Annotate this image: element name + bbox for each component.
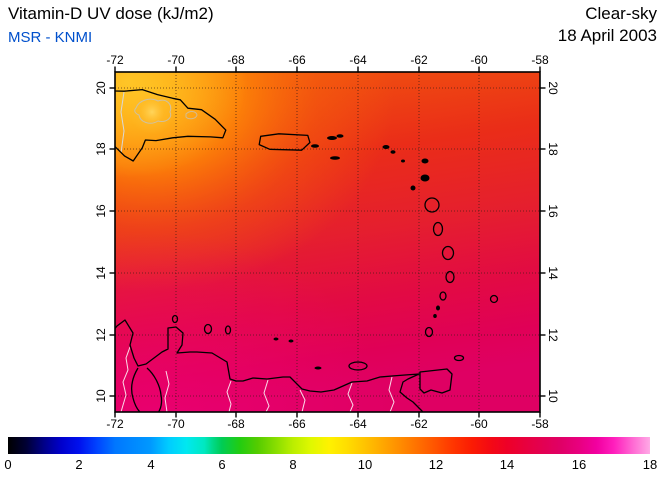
lon-tick-label-bottom: -70 (167, 417, 185, 431)
island-margarita (348, 361, 368, 371)
island-martinique (441, 245, 455, 261)
island-barbados (489, 294, 499, 304)
lat-tick-label-left: 16 (94, 204, 108, 218)
colorbar-tick-label: 2 (75, 457, 83, 472)
colorbar-gradient (8, 437, 650, 454)
colorbar-tick-label: 8 (289, 457, 297, 472)
lon-tick-label-top: -60 (470, 53, 488, 67)
lon-tick-label-bottom: -60 (470, 417, 488, 431)
lon-tick-label-bottom: -66 (288, 417, 306, 431)
lat-tick-label-right: 10 (546, 389, 560, 403)
lon-tick-label-top: -58 (531, 53, 549, 67)
lat-tick-label-left: 12 (94, 328, 108, 342)
lon-tick-label-top: -70 (167, 53, 185, 67)
colorbar-tick-label: 10 (357, 457, 373, 472)
lon-tick-label-bottom: -64 (349, 417, 367, 431)
lon-tick-label-top: -62 (410, 53, 428, 67)
lat-tick-label-left: 14 (94, 266, 108, 280)
page-title: Vitamin-D UV dose (kJ/m2) (8, 4, 214, 23)
island-dominica (432, 221, 444, 237)
colorbar-tick-label: 14 (499, 457, 515, 472)
coastline-puerto-rico (258, 133, 311, 151)
colorbar-tick-label: 6 (218, 457, 226, 472)
lat-tick-label-right: 18 (546, 142, 560, 156)
axis-ticks (109, 66, 546, 418)
coastlines (115, 88, 499, 412)
lon-tick-label-bottom: -58 (531, 417, 549, 431)
gray-contours (120, 91, 198, 154)
colorbar-tick-label: 16 (571, 457, 587, 472)
country-borders (120, 346, 395, 412)
uv-dose-field (115, 72, 540, 412)
island-tobago (453, 354, 465, 362)
colorbar-tick-label: 0 (4, 457, 12, 472)
gridlines (115, 72, 540, 412)
lon-tick-label-top: -68 (227, 53, 245, 67)
island-curacao (203, 323, 213, 335)
colorbar-tick-label: 18 (642, 457, 658, 472)
coastline-south-america (115, 319, 424, 412)
island-st-lucia (445, 270, 455, 284)
lat-tick-label-right: 12 (546, 328, 560, 342)
source-label: MSR - KNMI (8, 29, 93, 46)
sky-condition-label: Clear-sky (585, 4, 657, 23)
coastline-lake-maracaibo (131, 367, 163, 412)
lat-tick-label-right: 16 (546, 204, 560, 218)
lat-tick-label-left: 20 (94, 81, 108, 95)
lat-tick-label-left: 18 (94, 142, 108, 156)
plot-frame (109, 66, 546, 418)
small-islands (273, 134, 440, 370)
lat-tick-label-right: 20 (546, 81, 560, 95)
lon-tick-label-top: -66 (288, 53, 306, 67)
colorbar-tick-label: 12 (428, 457, 444, 472)
island-guadeloupe (424, 197, 440, 213)
lon-tick-label-top: -64 (349, 53, 367, 67)
coastline-trinidad (419, 368, 453, 394)
colorbar-tick-label: 4 (147, 457, 155, 472)
island-bonaire (224, 325, 232, 335)
lat-tick-label-left: 10 (94, 389, 108, 403)
lon-tick-label-top: -72 (106, 53, 124, 67)
lon-tick-label-bottom: -72 (106, 417, 124, 431)
lat-tick-label-right: 14 (546, 266, 560, 280)
coastline-hispaniola (115, 88, 227, 162)
lon-tick-label-bottom: -68 (227, 417, 245, 431)
date-label: 18 April 2003 (557, 26, 657, 45)
island-aruba (171, 314, 179, 324)
lon-tick-label-bottom: -62 (410, 417, 428, 431)
island-grenada (424, 326, 434, 338)
island-st-vincent (439, 291, 447, 301)
